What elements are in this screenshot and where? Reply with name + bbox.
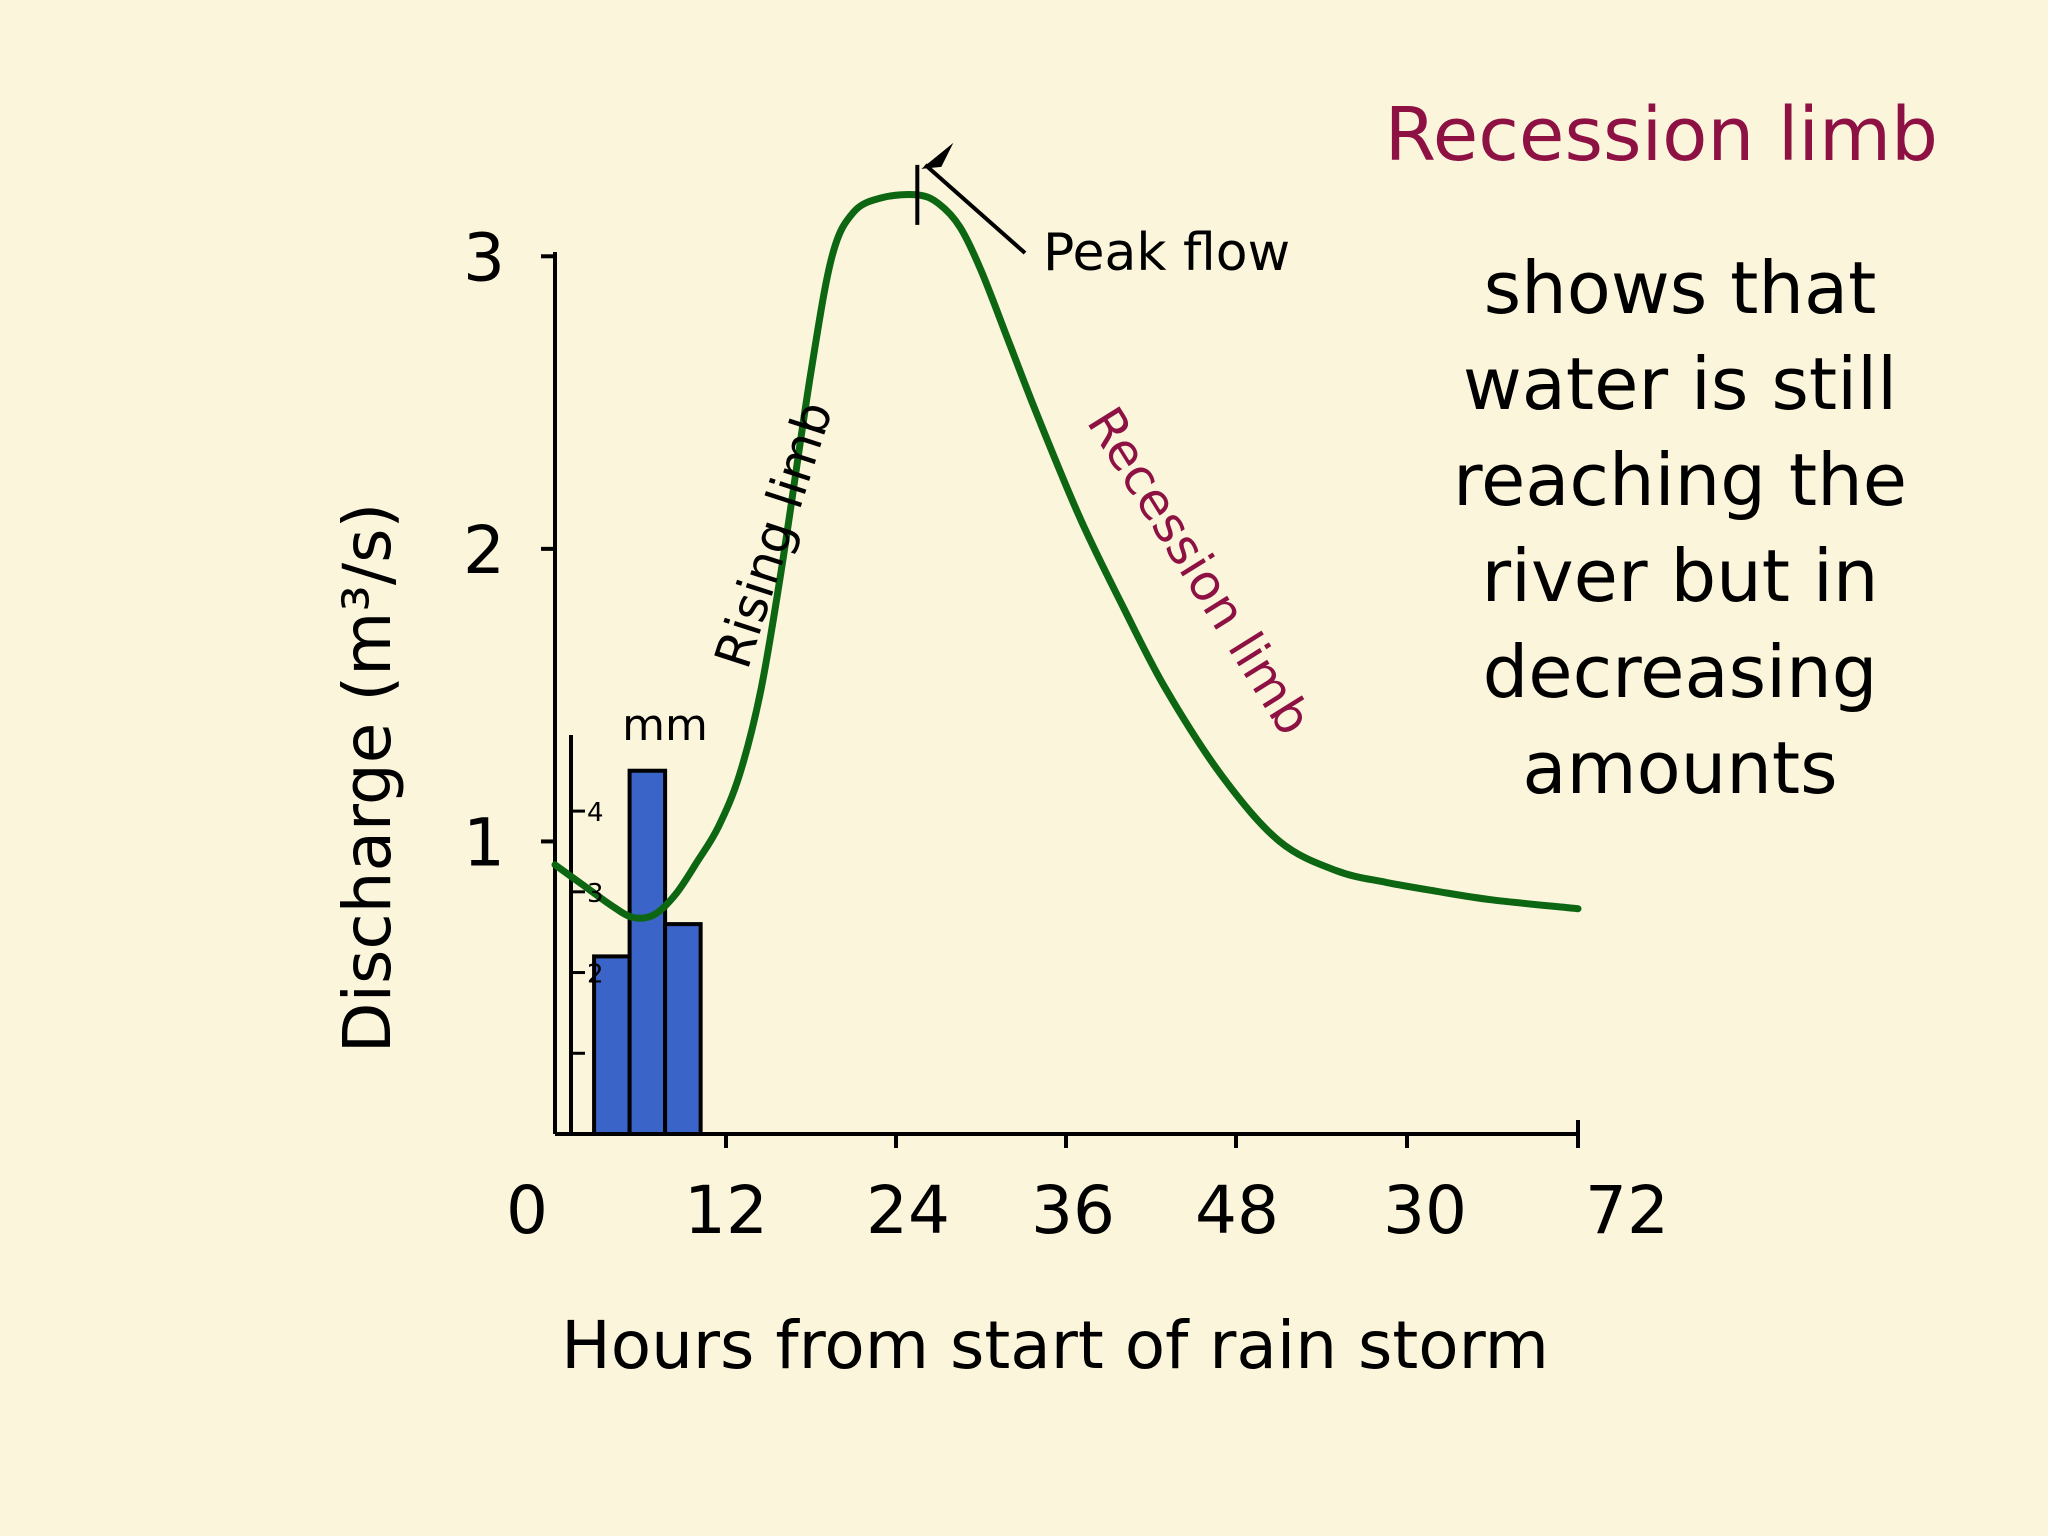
y-axis-title: Discharge (m³/s) [329, 503, 406, 1053]
peak-flow-label: Peak flow [1043, 223, 1290, 283]
rainfall-bars [592, 768, 703, 1137]
slide-body-text: shows that water is still reaching the rive… [1400, 240, 1960, 816]
peak-arrow-head [921, 142, 954, 169]
x-tick-label: 48 [1195, 1172, 1279, 1249]
body-line: decreasing [1482, 630, 1878, 714]
body-line: river but in [1481, 534, 1879, 618]
body-line: shows that [1483, 246, 1877, 330]
body-line: water is still [1462, 342, 1898, 426]
y-tick-label: 3 [463, 219, 505, 296]
discharge-series [551, 190, 1582, 922]
discharge-line [551, 190, 1582, 922]
body-line: reaching the [1452, 438, 1908, 522]
peak-arrow-shaft [923, 163, 1027, 255]
x-tick-label: 30 [1383, 1172, 1467, 1249]
slide-title: Recession limb [1384, 92, 1938, 178]
rainfall-tick-label: 2 [587, 960, 604, 990]
rainfall-tick-label: 3 [587, 879, 604, 909]
chart-axes [541, 252, 1580, 1148]
rainfall-tick-label: 4 [587, 798, 604, 828]
body-line: amounts [1522, 726, 1838, 810]
y-tick-label: 2 [463, 512, 505, 589]
x-axis-title: Hours from start of rain storm [561, 1307, 1549, 1384]
x-tick-label: 72 [1585, 1172, 1669, 1249]
rainfall-unit-label: mm [622, 700, 708, 751]
rainfall-bar [663, 922, 703, 1136]
x-tick-label: 12 [684, 1172, 768, 1249]
y-tick-label: 1 [463, 804, 505, 881]
x-tick-label: 0 [506, 1172, 548, 1249]
recession-limb-label: Recession limb [1076, 397, 1323, 745]
rainfall-bar [627, 768, 668, 1137]
x-tick-label: 24 [866, 1172, 950, 1249]
x-tick-label: 36 [1031, 1172, 1115, 1249]
